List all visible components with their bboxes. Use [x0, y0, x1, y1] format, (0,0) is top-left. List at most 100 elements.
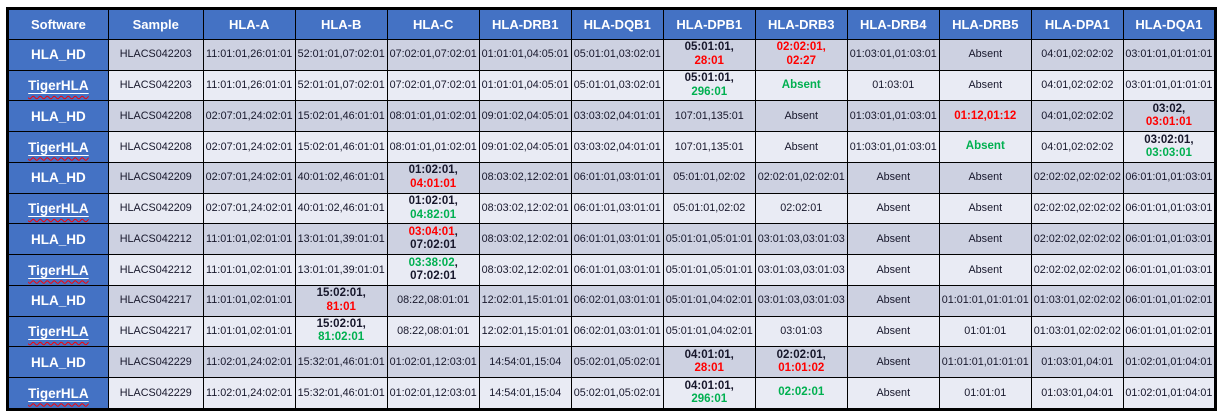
cell-hla-drb5: Absent: [938, 192, 1032, 225]
software-cell: TigerHLA: [7, 131, 109, 163]
cell-hla-dqb1: 06:01:01,03:01:01: [570, 161, 664, 194]
cell-hla-c: 03:38:02, 07:02:01: [386, 254, 480, 286]
cell-hla-drb3: 02:02:01: [754, 192, 848, 225]
cell-hla-drb1: 01:01:01,04:05:01: [478, 69, 572, 102]
cell-hla-drb3: 02:02:01, 02:27: [754, 39, 848, 71]
cell-hla-a: 11:01:01,26:01:01: [202, 39, 296, 71]
column-header-hla-drb5: HLA-DRB5: [938, 8, 1032, 40]
cell-hla-drb1: 01:01:01,04:05:01: [478, 39, 572, 71]
cell-hla-drb5: Absent: [938, 254, 1032, 286]
sample-cell: HLACS042229: [107, 346, 204, 379]
cell-hla-dqb1: 05:01:01,03:02:01: [570, 69, 664, 102]
column-header-software: Software: [7, 8, 109, 40]
cell-hla-c: 01:02:01, 04:01:01: [386, 161, 480, 194]
hla-comparison-table: Software Sample HLA-A HLA-B HLA-C HLA-DRB1 HLA…: [6, 7, 1217, 411]
cell-hla-dqb1: 05:02:01,05:02:01: [570, 377, 664, 410]
sample-cell: HLACS042203: [107, 69, 204, 102]
cell-hla-c: 01:02:01,12:03:01: [386, 377, 480, 410]
cell-hla-drb4: 01:03:01,01:03:01: [846, 100, 940, 133]
cell-hla-a: 02:07:01,24:02:01: [202, 161, 296, 194]
cell-hla-dqa1: 06:01:01,01:03:01: [1122, 192, 1217, 225]
cell-hla-dqa1: 06:01:01,01:03:01: [1122, 161, 1217, 194]
cell-hla-dpa1: 02:02:02,02:02:02: [1030, 254, 1124, 286]
cell-hla-drb4: Absent: [846, 346, 940, 379]
cell-hla-drb3: 03:01:03,03:01:03: [754, 284, 848, 317]
column-header-hla-a: HLA-A: [202, 8, 296, 40]
column-header-hla-dpa1: HLA-DPA1: [1030, 8, 1124, 40]
cell-hla-dqa1: 03:01:01,01:01:01: [1122, 69, 1217, 102]
software-cell: TigerHLA: [7, 377, 109, 410]
cell-hla-dpb1: 05:01:01,02:02: [662, 192, 756, 225]
cell-hla-dpa1: 04:01,02:02:02: [1030, 39, 1124, 71]
cell-hla-drb3: Absent: [754, 69, 848, 102]
table-row: HLA_HD HLACS042203 11:01:01,26:01:01 52:01:…: [7, 39, 1217, 71]
cell-hla-dpb1: 05:01:01, 28:01: [662, 39, 756, 71]
cell-hla-dpb1: 05:01:01,02:02: [662, 161, 756, 194]
cell-hla-a: 11:01:01,02:01:01: [202, 254, 296, 286]
column-header-hla-dpb1: HLA-DPB1: [662, 8, 756, 40]
cell-hla-dqa1: 06:01:01,01:02:01: [1122, 315, 1217, 348]
cell-hla-drb5: 01:12,01:12: [938, 100, 1032, 133]
cell-hla-c: 07:02:01,07:02:01: [386, 39, 480, 71]
cell-hla-dpb1: 107:01,135:01: [662, 131, 756, 163]
cell-hla-drb1: 08:03:02,12:02:01: [478, 223, 572, 256]
cell-hla-c: 01:02:01, 04:82:01: [386, 192, 480, 225]
cell-hla-dpa1: 04:01,02:02:02: [1030, 100, 1124, 133]
cell-hla-dqb1: 03:03:02,04:01:01: [570, 100, 664, 133]
cell-hla-dqa1: 01:02:01,01:04:01: [1122, 346, 1217, 379]
cell-hla-drb3: 02:02:01: [754, 377, 848, 410]
column-header-hla-dqb1: HLA-DQB1: [570, 8, 664, 40]
software-cell: HLA_HD: [7, 161, 109, 194]
software-cell: HLA_HD: [7, 223, 109, 256]
cell-hla-dpb1: 05:01:01,05:01:01: [662, 223, 756, 256]
cell-hla-b: 15:02:01,46:01:01: [294, 131, 388, 163]
software-label: HLA_HD: [31, 47, 86, 63]
table-row: TigerHLA HLACS042229 11:02:01,24:02:01 15:3…: [7, 377, 1217, 410]
table-row: HLA_HD HLACS042208 02:07:01,24:02:01 15:02:…: [7, 100, 1217, 133]
cell-hla-a: 02:07:01,24:02:01: [202, 131, 296, 163]
table-row: TigerHLA HLACS042212 11:01:01,02:01:01 13:0…: [7, 254, 1217, 286]
cell-hla-dqb1: 06:01:01,03:01:01: [570, 192, 664, 225]
software-cell: HLA_HD: [7, 100, 109, 133]
cell-hla-a: 11:01:01,02:01:01: [202, 284, 296, 317]
cell-hla-drb4: 01:03:01: [846, 69, 940, 102]
cell-hla-drb3: Absent: [754, 131, 848, 163]
cell-hla-dqb1: 06:01:01,03:01:01: [570, 254, 664, 286]
cell-hla-dqb1: 05:02:01,05:02:01: [570, 346, 664, 379]
cell-hla-a: 11:02:01,24:02:01: [202, 346, 296, 379]
cell-hla-dqa1: 06:01:01,01:02:01: [1122, 284, 1217, 317]
cell-hla-drb4: Absent: [846, 161, 940, 194]
cell-hla-c: 08:22,08:01:01: [386, 284, 480, 317]
cell-hla-dpa1: 02:02:02,02:02:02: [1030, 223, 1124, 256]
cell-hla-dqb1: 06:02:01,03:01:01: [570, 315, 664, 348]
cell-hla-b: 15:02:01,46:01:01: [294, 100, 388, 133]
cell-hla-dpa1: 04:01,02:02:02: [1030, 131, 1124, 163]
software-cell: HLA_HD: [7, 284, 109, 317]
table-row: HLA_HD HLACS042212 11:01:01,02:01:01 13:01:…: [7, 223, 1217, 256]
cell-hla-c: 07:02:01,07:02:01: [386, 69, 480, 102]
cell-hla-dpb1: 05:01:01,05:01:01: [662, 254, 756, 286]
cell-hla-drb4: Absent: [846, 254, 940, 286]
cell-hla-dpb1: 05:01:01,04:02:01: [662, 315, 756, 348]
cell-hla-drb3: 03:01:03,03:01:03: [754, 254, 848, 286]
cell-hla-drb1: 12:02:01,15:01:01: [478, 284, 572, 317]
sample-cell: HLACS042209: [107, 161, 204, 194]
cell-hla-dpa1: 02:02:02,02:02:02: [1030, 192, 1124, 225]
cell-hla-dqb1: 06:01:01,03:01:01: [570, 223, 664, 256]
cell-hla-b: 15:32:01,46:01:01: [294, 377, 388, 410]
cell-hla-dqb1: 03:03:02,04:01:01: [570, 131, 664, 163]
cell-hla-drb3: 03:01:03,03:01:03: [754, 223, 848, 256]
cell-hla-a: 11:01:01,26:01:01: [202, 69, 296, 102]
table-row: HLA_HD HLACS042217 11:01:01,02:01:01 15:02:…: [7, 284, 1217, 317]
cell-hla-dpa1: 01:03:01,04:01: [1030, 346, 1124, 379]
sample-cell: HLACS042212: [107, 223, 204, 256]
sample-cell: HLACS042229: [107, 377, 204, 410]
cell-hla-drb5: Absent: [938, 161, 1032, 194]
sample-cell: HLACS042203: [107, 39, 204, 71]
cell-hla-dqa1: 03:02:01, 03:03:01: [1122, 131, 1217, 163]
cell-hla-a: 11:01:01,02:01:01: [202, 223, 296, 256]
cell-hla-b: 15:32:01,46:01:01: [294, 346, 388, 379]
cell-hla-dpa1: 04:01,02:02:02: [1030, 69, 1124, 102]
software-label: TigerHLA: [28, 201, 89, 217]
sample-cell: HLACS042217: [107, 284, 204, 317]
